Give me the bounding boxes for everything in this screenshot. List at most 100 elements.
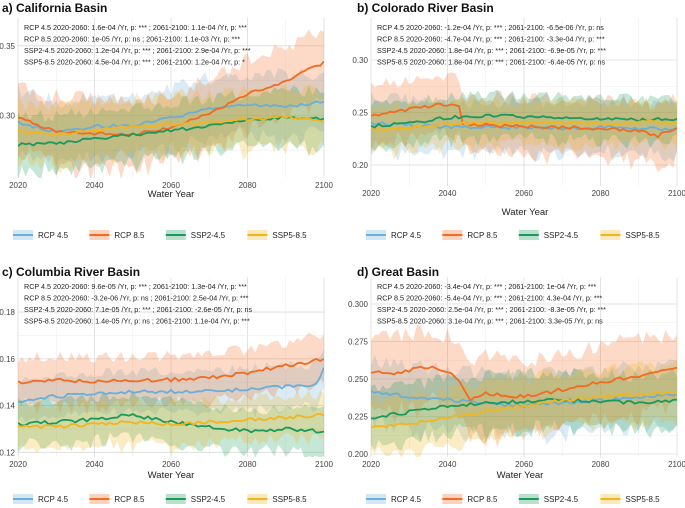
line-ssp2-4-5	[371, 113, 677, 129]
line-ssp2-4-5	[371, 397, 677, 420]
panel-title: d) Great Basin	[357, 265, 439, 279]
band-ssp5-8-5	[371, 96, 677, 160]
x-tick-label: 2100	[315, 460, 333, 469]
panel-great-basin: d) Great Basin 0.200 0.225 0.250 0.275 0.300…	[348, 265, 685, 504]
legend: RCP 4.5 RCP 8.5 SSP2-4.5 SSP5-8.5	[366, 230, 660, 240]
x-axis-label: Water Year	[148, 189, 195, 200]
y-tick-label: 0.225	[348, 413, 369, 422]
x-tick-label: 2020	[362, 460, 380, 469]
line-rcp-4-5	[18, 367, 324, 404]
x-tick-label: 2060	[515, 460, 533, 469]
plot-content: 0.200 0.225 0.250 0.275 0.300 2020 2040 2060 208…	[348, 277, 685, 469]
legend-rcp-8-5-label: RCP 8.5	[114, 231, 145, 240]
x-tick-label: 2080	[239, 460, 257, 469]
legend-rcp-8-5-label: RCP 8.5	[467, 231, 498, 240]
line-rcp-8-5	[18, 60, 324, 137]
x-tick-label: 2020	[9, 181, 27, 190]
x-tick-label: 2100	[668, 460, 685, 469]
stats-annotation: RCP 8.5 2020-2060: -5.4e-04 /Yr, p: *** …	[377, 294, 602, 303]
band-ssp2-4-5	[18, 389, 324, 457]
line-ssp5-8-5	[371, 390, 677, 429]
y-tick-label: 0.250	[348, 375, 369, 384]
y-tick-label: 0.18	[0, 308, 16, 317]
y-tick-label: 0.275	[348, 338, 369, 347]
panel-title: b) Colorado River Basin	[357, 1, 494, 15]
y-tick-label: 0.30	[352, 56, 368, 65]
band-rcp-4-5	[18, 349, 324, 423]
band-ssp5-8-5	[371, 360, 677, 457]
x-tick-label: 2060	[162, 181, 180, 190]
stats-annotation: SSP2-4.5 2020-2060: 1.2e-04 /Yr, p: *** …	[24, 46, 251, 55]
panel-california: a) California Basin 0.30 0.35 2020 2040 2060…	[0, 1, 333, 240]
x-tick-label: 2040	[86, 181, 104, 190]
legend: RCP 4.5 RCP 8.5 SSP2-4.5 SSP5-8.5	[13, 494, 307, 504]
x-tick-label: 2080	[592, 460, 610, 469]
y-tick-label: 0.30	[0, 111, 16, 120]
legend-rcp-4-5-label: RCP 4.5	[391, 231, 422, 240]
line-rcp-8-5	[18, 357, 324, 385]
x-axis-label: Water Year	[502, 207, 549, 218]
stats-annotation: SSP5-8.5 2020-2060: 1.8e-04 /Yr, p: *** …	[377, 58, 606, 67]
x-tick-label: 2020	[362, 189, 380, 198]
band-rcp-8-5	[371, 325, 677, 448]
stats-annotation: RCP 4.5 2020-2060: -3.4e-04 /Yr, p: *** …	[377, 282, 596, 291]
legend-rcp-4-5-label: RCP 4.5	[38, 231, 69, 240]
stats-annotation: SSP2-4.5 2020-2060: 7.1e-05 /Yr, p: *** …	[24, 305, 253, 314]
x-tick-label: 2040	[439, 460, 457, 469]
band-rcp-8-5	[18, 29, 324, 178]
line-rcp-4-5	[18, 100, 324, 133]
x-axis-label: Water Year	[148, 470, 195, 481]
panel-title: a) California Basin	[2, 1, 107, 15]
legend-ssp2-4-5-label: SSP2-4.5	[544, 495, 579, 504]
y-tick-label: 0.12	[0, 448, 16, 457]
y-tick-label: 0.200	[348, 450, 369, 459]
stats-annotation: RCP 4.5 2020-2060: 1.6e-04 /Yr, p: *** ;…	[24, 23, 247, 32]
line-rcp-8-5	[371, 365, 677, 402]
legend-ssp5-8-5-label: SSP5-8.5	[272, 231, 307, 240]
legend-ssp2-4-5-label: SSP2-4.5	[191, 495, 226, 504]
panel-columbia: c) Columbia River Basin 0.12 0.14 0.16 0.18…	[0, 265, 333, 504]
legend-rcp-4-5-label: RCP 4.5	[38, 495, 69, 504]
legend-rcp-8-5-label: RCP 8.5	[467, 495, 498, 504]
series-group	[371, 325, 677, 457]
legend-ssp2-4-5-label: SSP2-4.5	[191, 231, 226, 240]
legend-ssp5-8-5-label: SSP5-8.5	[625, 495, 660, 504]
legend-ssp2-4-5-label: SSP2-4.5	[544, 231, 579, 240]
y-tick-label: 0.300	[348, 300, 369, 309]
series-group	[18, 332, 324, 457]
plot-content: 0.30 0.35 2020 2040 2060 2080 2100 RCP 4.5 2020…	[0, 18, 333, 190]
line-ssp5-8-5	[371, 119, 677, 132]
x-tick-label: 2040	[439, 189, 457, 198]
stats-annotation: RCP 8.5 2020-2060: -3.2e-06 /Yr, p: ns ;…	[24, 294, 249, 303]
line-ssp2-4-5	[18, 412, 324, 434]
x-tick-label: 2020	[9, 460, 27, 469]
panel-colorado: b) Colorado River Basin 0.20 0.25 0.30 2020…	[352, 1, 685, 240]
series-group	[371, 72, 677, 173]
stats-annotation: RCP 8.5 2020-2060: 1e-05 /Yr, p: ns ; 20…	[24, 35, 240, 44]
stats-annotation: SSP2-4.5 2020-2060: 1.8e-04 /Yr, p: *** …	[377, 46, 606, 55]
band-ssp2-4-5	[371, 367, 677, 451]
line-ssp5-8-5	[18, 114, 324, 137]
stats-annotation: SSP2-4.5 2020-2060: 2.5e-04 /Yr, p: *** …	[377, 305, 606, 314]
band-ssp5-8-5	[18, 84, 324, 174]
panel-title: c) Columbia River Basin	[2, 265, 140, 279]
line-rcp-4-5	[371, 390, 677, 409]
plot-content: 0.20 0.25 0.30 2020 2040 2060 2080 2100 RCP 4.5 …	[352, 18, 685, 198]
x-tick-label: 2060	[162, 460, 180, 469]
legend-rcp-8-5-label: RCP 8.5	[114, 495, 145, 504]
x-tick-label: 2100	[315, 181, 333, 190]
y-tick-label: 0.25	[352, 109, 368, 118]
legend-ssp5-8-5-label: SSP5-8.5	[272, 495, 307, 504]
stats-annotation: RCP 4.5 2020-2060: -1.2e-04 /Yr, p: *** …	[377, 23, 604, 32]
line-rcp-8-5	[371, 102, 677, 139]
legend-ssp5-8-5-label: SSP5-8.5	[625, 231, 660, 240]
y-tick-label: 0.20	[352, 161, 368, 170]
stats-annotation: SSP5-8.5 2020-2060: 1.4e-05 /Yr, p: ns ;…	[24, 317, 250, 326]
band-ssp5-8-5	[18, 390, 324, 455]
stats-annotation: RCP 4.5 2020-2060: 9.6e-05 /Yr, p: *** ;…	[24, 282, 247, 291]
stats-annotation: RCP 8.5 2020-2060: -4.7e-04 /Yr, p: *** …	[377, 35, 605, 44]
y-tick-label: 0.16	[0, 355, 16, 364]
x-axis-label: Water Year	[497, 470, 544, 481]
line-ssp5-8-5	[18, 412, 324, 430]
